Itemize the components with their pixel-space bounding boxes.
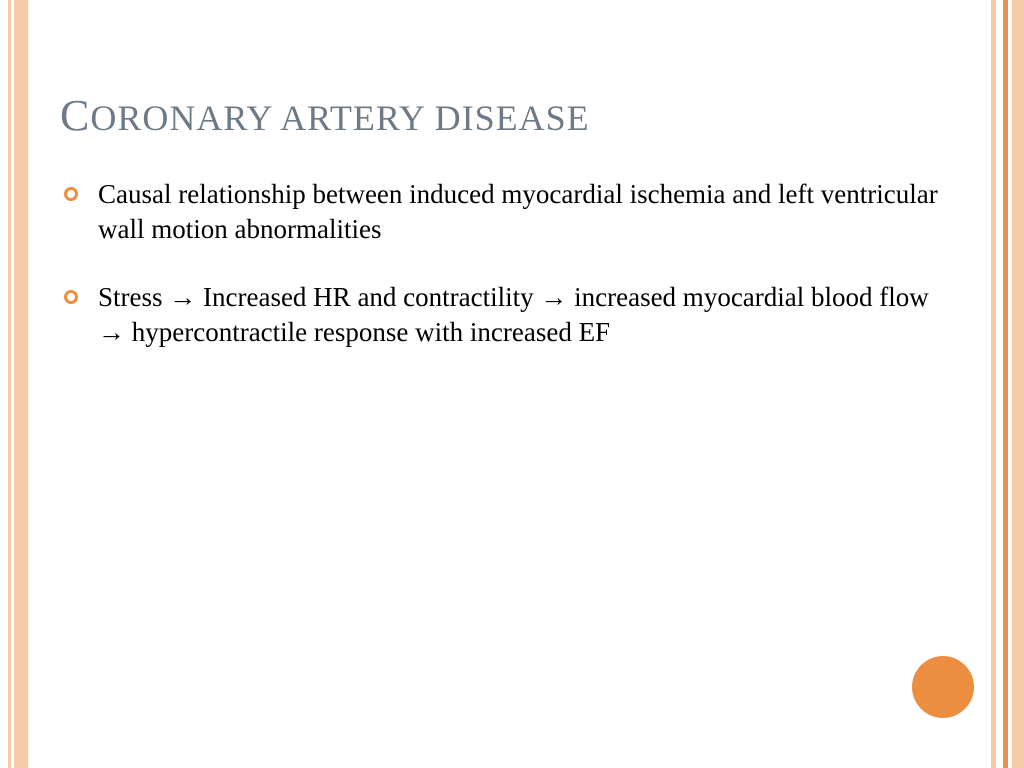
decor-stripe-right-inner xyxy=(991,0,996,768)
bullet-text: Stress → Increased HR and contractility … xyxy=(98,282,929,347)
decor-stripe-left-inner xyxy=(14,0,28,768)
list-item: Stress → Increased HR and contractility … xyxy=(60,280,954,349)
bullet-ring-icon xyxy=(64,187,78,201)
title-rest: ORONARY ARTERY DISEASE xyxy=(90,98,589,138)
slide-title: CORONARY ARTERY DISEASE xyxy=(60,90,954,141)
decor-stripe-left-outer xyxy=(8,0,11,768)
bullet-text: Causal relationship between induced myoc… xyxy=(98,179,938,244)
bullet-ring-icon xyxy=(64,290,78,304)
decor-stripe-right-outer xyxy=(1012,0,1024,768)
title-first-letter: C xyxy=(60,91,90,140)
decor-circle-icon xyxy=(912,656,974,718)
bullet-list: Causal relationship between induced myoc… xyxy=(60,177,954,349)
decor-stripe-right-accent xyxy=(1003,0,1008,768)
list-item: Causal relationship between induced myoc… xyxy=(60,177,954,246)
slide-content: CORONARY ARTERY DISEASE Causal relations… xyxy=(60,90,954,383)
